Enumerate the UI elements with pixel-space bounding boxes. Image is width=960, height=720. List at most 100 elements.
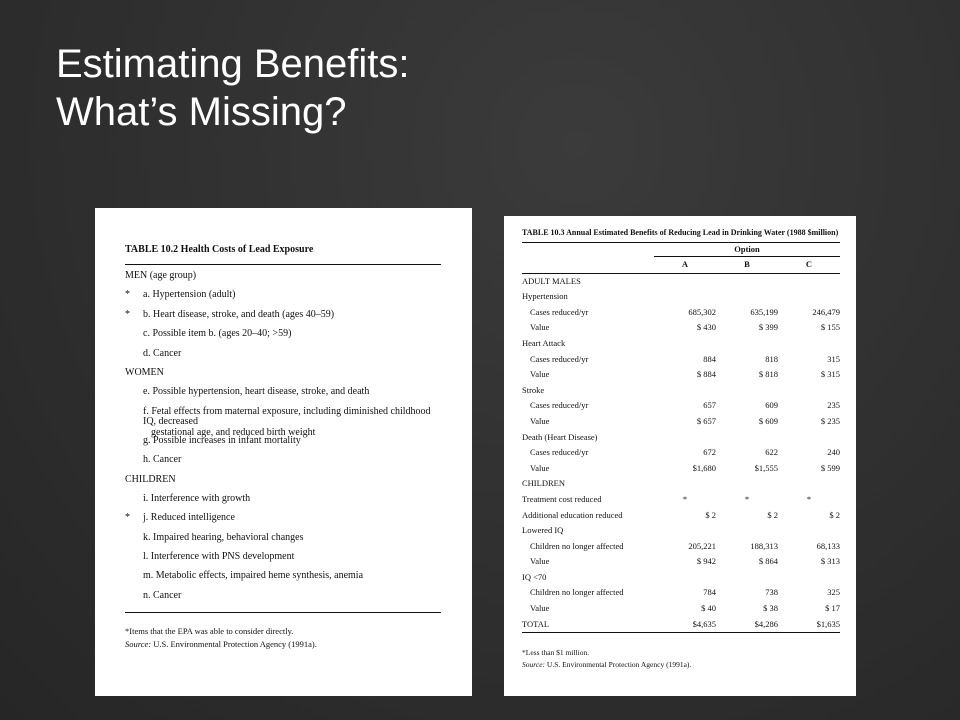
table-row: Value $ 430 $ 399 $ 155: [522, 320, 840, 336]
item-text: i. Interference with growth: [143, 492, 251, 504]
table-cell: $ 2: [705, 509, 716, 520]
table-cell: 622: [765, 447, 778, 458]
table-cell: 884: [703, 353, 716, 364]
group-heading: WOMEN: [125, 367, 441, 387]
table-cell: $ 599: [820, 462, 840, 473]
table-cell: 784: [703, 587, 716, 598]
table-cell: [778, 289, 840, 305]
table-cell: $ 313: [820, 556, 840, 567]
table-cell: 672: [703, 447, 716, 458]
table-cell: [778, 383, 840, 399]
table-rule: [654, 256, 840, 257]
table-cell: 315: [827, 353, 840, 364]
table-cell: [716, 476, 778, 492]
table-cell: $4,635: [692, 618, 716, 629]
table-row: Additional education reduced $ 2 $ 2 $ 2: [522, 508, 840, 524]
row-label: ADULT MALES: [522, 275, 581, 286]
row-label: Children no longer affected: [530, 540, 624, 551]
table-cell: [654, 289, 716, 305]
table-cell: [778, 523, 840, 539]
list-item: * b. Heart disease, stroke, and death (ag…: [125, 308, 441, 329]
table-10-3-rows: ADULT MALES Hypertension Cases reduced/yr 6…: [522, 274, 840, 633]
table-cell: *: [682, 493, 688, 504]
table-cell: $ 235: [820, 415, 840, 426]
table-cell: $ 657: [696, 415, 716, 426]
source-label: Source:: [125, 639, 152, 650]
row-label: Heart Attack: [522, 337, 566, 348]
list-item: f. Fetal effects from maternal exposure,…: [125, 405, 441, 437]
table-cell: 657: [703, 400, 716, 411]
item-text: f. Fetal effects from maternal exposure,…: [143, 405, 431, 428]
row-label: CHILDREN: [522, 478, 565, 489]
table-cell: $ 609: [758, 415, 778, 426]
row-label: Cases reduced/yr: [530, 400, 589, 411]
table-10-2-source: Source: U.S. Environmental Protection Ag…: [125, 638, 441, 651]
direct-consideration-marker: *: [125, 308, 130, 320]
row-label: Value: [530, 369, 550, 380]
table-cell: $ 399: [758, 322, 778, 333]
table-row: Lowered IQ: [522, 523, 840, 539]
list-item: k. Impaired hearing, behavioral changes: [125, 532, 441, 552]
table-row: CHILDREN: [522, 476, 840, 492]
item-text: MEN (age group): [125, 270, 197, 281]
table-cell: [654, 570, 716, 586]
table-cell: [778, 274, 840, 290]
table-cell: [716, 336, 778, 352]
row-label: Value: [530, 556, 550, 567]
row-label: Children no longer affected: [530, 587, 624, 598]
row-label: IQ <70: [522, 571, 547, 582]
table-row: Hypertension: [522, 289, 840, 305]
table-cell: [778, 336, 840, 352]
list-item: * a. Hypertension (adult): [125, 290, 441, 309]
table-10-3-footnote: *Less than $1 million.: [522, 648, 590, 658]
table-cell: *: [806, 493, 812, 504]
column-header-option: B: [744, 259, 750, 269]
table-row: ADULT MALES: [522, 274, 840, 290]
column-header-blank: [522, 257, 654, 273]
table-cell: $ 2: [829, 509, 840, 520]
row-label: Additional education reduced: [522, 509, 623, 520]
table-cell: [654, 523, 716, 539]
table-10-3-source: Source: U.S. Environmental Protection Ag…: [522, 659, 840, 671]
direct-consideration-marker: *: [125, 512, 130, 524]
table-row: Stroke: [522, 383, 840, 399]
direct-consideration-marker: *: [125, 289, 130, 301]
row-label: Stroke: [522, 384, 545, 395]
table-cell: $1,635: [816, 618, 840, 629]
source-text: U.S. Environmental Protection Agency (19…: [545, 660, 692, 670]
table-row: Death (Heart Disease): [522, 430, 840, 446]
table-cell: $ 864: [758, 556, 778, 567]
row-label: Treatment cost reduced: [522, 493, 602, 504]
benefits-table-image: TABLE 10.3 Annual Estimated Benefits of …: [504, 216, 856, 696]
row-label: Death (Heart Disease): [522, 431, 598, 442]
table-row: Cases reduced/yr 672 622 240: [522, 445, 840, 461]
table-cell: 609: [765, 400, 778, 411]
table-cell: $ 2: [767, 509, 778, 520]
list-item: * j. Reduced intelligence: [125, 512, 441, 532]
row-label: Value: [530, 462, 550, 473]
table-row: TOTAL $4,635 $4,286 $1,635: [522, 617, 840, 633]
row-label: Value: [530, 603, 550, 614]
table-cell: $ 155: [820, 322, 840, 333]
column-header-row: A B C: [522, 257, 840, 273]
table-row: Value $ 657 $ 609 $ 235: [522, 414, 840, 430]
list-item: c. Possible item b. (ages 20–40; >59): [125, 328, 441, 348]
table-cell: $ 818: [758, 369, 778, 380]
table-row: Value $ 884 $ 818 $ 315: [522, 367, 840, 383]
list-item: n. Cancer: [125, 589, 441, 610]
table-cell: [778, 430, 840, 446]
list-item: g. Possible increases in infant mortalit…: [125, 435, 441, 455]
table-row: Heart Attack: [522, 336, 840, 352]
row-label: Value: [530, 415, 550, 426]
table-row: Treatment cost reduced * * *: [522, 492, 840, 508]
row-label: Cases reduced/yr: [530, 306, 589, 317]
row-label: Value: [530, 322, 550, 333]
table-cell: $ 942: [696, 556, 716, 567]
table-cell: [654, 336, 716, 352]
item-text: h. Cancer: [143, 454, 182, 466]
source-text: U.S. Environmental Protection Agency (19…: [151, 639, 317, 650]
list-item: e. Possible hypertension, heart disease,…: [125, 387, 441, 406]
table-cell: $ 40: [701, 603, 716, 614]
table-row: Children no longer affected 205,221 188,31…: [522, 539, 840, 555]
item-text: n. Cancer: [143, 589, 182, 601]
